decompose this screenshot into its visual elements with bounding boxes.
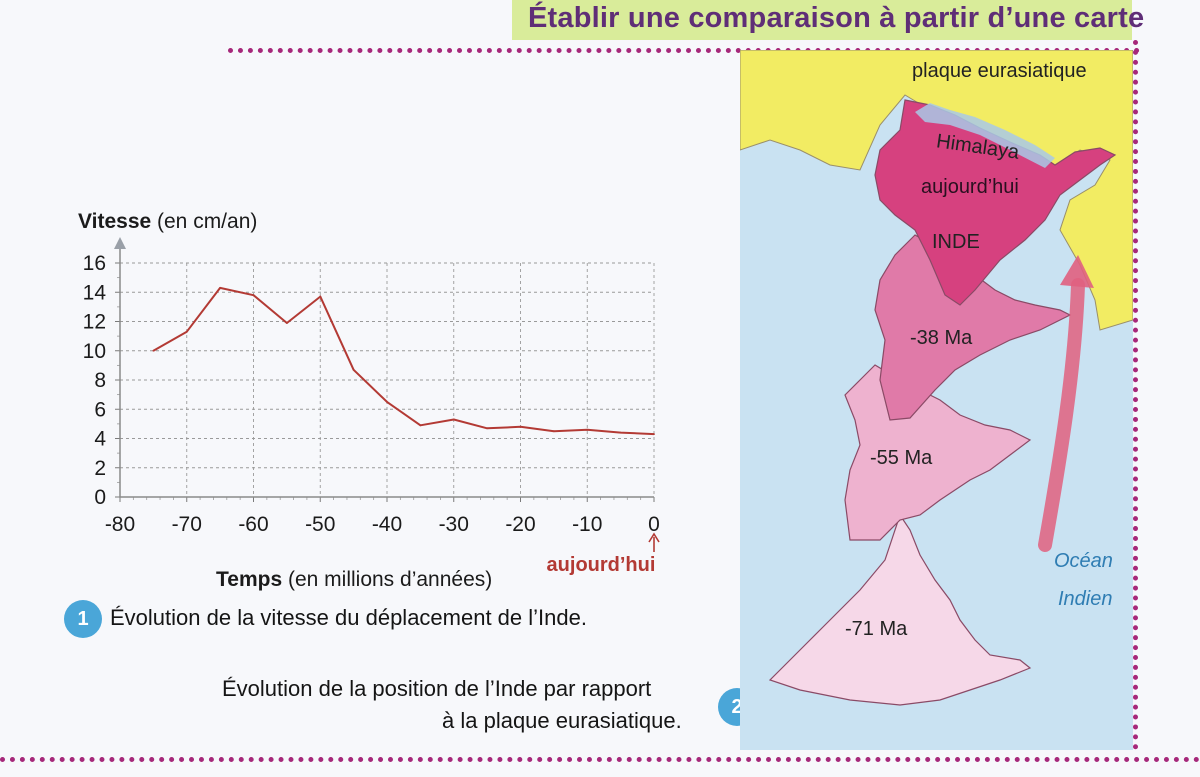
speed-data-point xyxy=(619,431,622,434)
today-map-label: aujourd’hui xyxy=(921,176,1019,198)
y-tick-label: 14 xyxy=(83,281,107,304)
india-drift-map xyxy=(740,50,1133,750)
header-band xyxy=(512,0,1132,40)
y-tick-label: 4 xyxy=(94,428,106,451)
dotted-border-bottom xyxy=(0,757,1200,762)
x-tick-label: -80 xyxy=(105,513,135,536)
india-position-71ma xyxy=(768,513,1032,706)
today-arrowhead-icon xyxy=(648,532,660,543)
y-axis-label-bold: Vitesse xyxy=(78,210,151,233)
speed-data-point xyxy=(386,401,388,403)
drift-direction-arrow xyxy=(1038,278,1085,552)
x-tick-label: -40 xyxy=(372,513,402,536)
y-axis-label-rest: (en cm/an) xyxy=(151,210,257,233)
speed-data-point xyxy=(519,425,522,428)
dotted-border-top xyxy=(228,48,1140,53)
speed-data-point xyxy=(486,427,489,430)
speed-data-point xyxy=(452,418,455,421)
speed-data-point xyxy=(319,295,322,298)
y-tick-label: 2 xyxy=(94,457,106,480)
speed-data-point xyxy=(185,330,188,333)
speed-data-point xyxy=(285,322,288,324)
speed-data-point xyxy=(653,433,655,436)
y-tick-label: 0 xyxy=(94,486,106,509)
speed-line-chart: Vitesse (en cm/an) Temps (en millions d’… xyxy=(78,210,660,591)
x-axis-label-bold: Temps xyxy=(216,568,282,591)
today-label: aujourd’hui xyxy=(547,554,656,576)
speed-data-point xyxy=(419,424,422,427)
speed-data-point xyxy=(152,349,155,352)
x-tick-label: -50 xyxy=(305,513,335,536)
plate-label: plaque eurasiatique xyxy=(912,60,1087,82)
y-tick-label: 8 xyxy=(94,369,106,392)
x-tick-label: -30 xyxy=(439,513,469,536)
figure1-caption: Évolution de la vitesse du déplacement d… xyxy=(110,605,587,630)
x-tick-label: -20 xyxy=(505,513,535,536)
position-71ma-label: -71 Ma xyxy=(845,618,908,640)
dotted-border-right xyxy=(1133,40,1138,750)
y-tick-label: 16 xyxy=(83,252,106,275)
drift-arrowhead-icon xyxy=(1060,255,1094,288)
ocean-label-line1: Océan xyxy=(1054,550,1113,572)
speed-data-point xyxy=(552,430,555,433)
figure1-badge: 1 xyxy=(64,600,102,638)
figure2-caption-line2: à la plaque eurasiatique. xyxy=(442,708,682,733)
y-tick-label: 12 xyxy=(83,311,106,334)
y-axis-label: Vitesse (en cm/an) xyxy=(78,210,257,233)
figure2-caption-line1: Évolution de la position de l’Inde par r… xyxy=(222,676,652,701)
speed-data-point xyxy=(252,294,255,297)
page-title: Établir une comparaison à partir d’une c… xyxy=(528,2,1145,34)
x-axis-label-rest: (en millions d’années) xyxy=(282,568,492,591)
speed-data-point xyxy=(352,368,355,371)
y-tick-label: 10 xyxy=(83,340,106,363)
speed-series-line xyxy=(152,286,655,436)
india-label: INDE xyxy=(932,231,980,253)
himalaya-snow xyxy=(915,103,1055,168)
x-tick-label: -60 xyxy=(238,513,268,536)
x-tick-label: 0 xyxy=(648,513,660,536)
speed-data-point xyxy=(219,286,222,289)
y-axis-arrow-icon xyxy=(114,237,126,249)
x-tick-label: -70 xyxy=(172,513,202,536)
position-38ma-label: -38 Ma xyxy=(910,327,973,349)
speed-data-point xyxy=(586,428,589,431)
y-tick-label: 6 xyxy=(94,398,106,421)
india-position-38ma xyxy=(874,234,1072,421)
ocean-label-line2: Indien xyxy=(1058,588,1113,610)
position-55ma-label: -55 Ma xyxy=(870,447,933,469)
x-tick-label: -10 xyxy=(572,513,602,536)
x-axis-label: Temps (en millions d’années) xyxy=(216,568,492,591)
